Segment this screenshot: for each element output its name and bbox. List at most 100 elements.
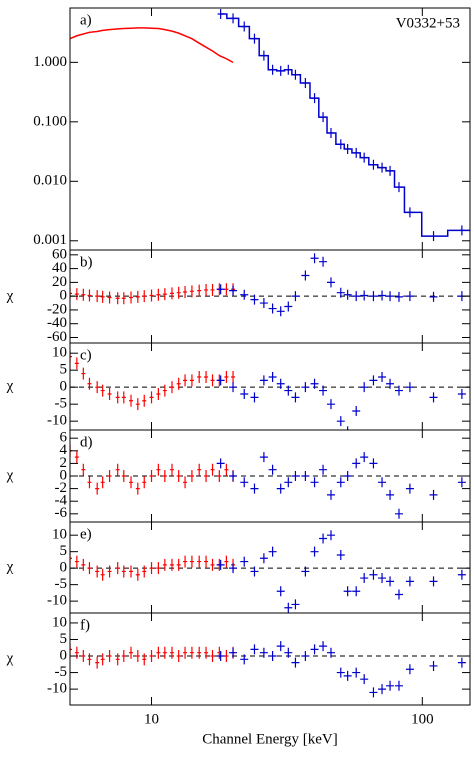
data-point <box>394 508 403 519</box>
data-point <box>162 470 167 482</box>
data-point <box>378 371 387 382</box>
data-point <box>277 65 284 76</box>
y-tick-label: -6 <box>55 505 68 521</box>
data-point <box>100 476 105 489</box>
data-point <box>204 555 209 568</box>
data-point <box>457 388 466 399</box>
data-point <box>386 489 395 500</box>
data-point <box>343 586 352 597</box>
data-point <box>250 392 259 403</box>
data-point <box>336 287 345 298</box>
data-point <box>336 667 345 678</box>
panel <box>70 9 470 242</box>
data-point <box>378 290 387 301</box>
y-tick-label: 20 <box>52 274 67 290</box>
data-point <box>107 470 112 482</box>
data-point <box>95 565 100 578</box>
panel <box>70 530 470 613</box>
data-point <box>121 292 126 305</box>
data-point <box>327 127 334 138</box>
data-point <box>276 306 285 317</box>
data-point <box>210 650 215 663</box>
y-tick-label: -10 <box>47 681 67 697</box>
data-point <box>319 641 328 652</box>
panel-label: e) <box>80 526 92 542</box>
data-point <box>70 643 72 656</box>
data-point <box>95 482 100 495</box>
data-point <box>204 646 209 659</box>
data-point <box>379 162 386 173</box>
data-point <box>276 483 285 494</box>
data-point <box>430 231 437 242</box>
data-point <box>176 470 181 482</box>
data-point <box>229 471 238 481</box>
data-point <box>135 568 140 581</box>
data-point <box>360 674 369 685</box>
data-point <box>343 670 352 681</box>
y-tick-label: -60 <box>47 329 67 345</box>
data-point <box>250 294 259 305</box>
data-point <box>204 283 209 296</box>
data-point <box>162 646 167 659</box>
data-point <box>95 290 100 303</box>
data-point <box>197 370 202 383</box>
data-point <box>319 256 328 267</box>
panel <box>70 641 470 698</box>
y-tick-label: 6 <box>60 430 68 446</box>
data-point <box>250 566 259 577</box>
data-point <box>197 646 202 659</box>
data-point <box>115 391 120 404</box>
data-point <box>210 463 215 476</box>
data-point <box>336 549 345 560</box>
data-point <box>378 684 387 695</box>
data-point <box>95 656 100 669</box>
data-point <box>156 562 161 575</box>
data-point <box>360 573 369 584</box>
data-point <box>142 394 147 407</box>
data-point <box>74 451 79 464</box>
data-point <box>360 452 369 463</box>
data-point <box>319 533 328 544</box>
data-point <box>142 653 147 666</box>
data-point <box>284 477 293 488</box>
data-point <box>387 165 394 176</box>
data-point <box>216 284 225 295</box>
data-point <box>87 562 92 575</box>
data-point <box>259 375 268 386</box>
data-point <box>183 646 188 659</box>
data-point <box>429 489 438 500</box>
data-point <box>361 152 368 163</box>
data-point <box>457 657 466 668</box>
data-point <box>276 378 285 389</box>
data-point <box>457 569 466 580</box>
y-tick-label: 10 <box>52 345 67 361</box>
y-tick-label: -20 <box>47 301 67 317</box>
model-step <box>220 13 470 237</box>
panel-label: c) <box>80 347 92 363</box>
y-tick-label: -4 <box>55 493 68 509</box>
data-point <box>217 470 222 482</box>
data-point <box>301 651 310 662</box>
data-point <box>310 644 319 655</box>
y-tick-label: -10 <box>47 413 67 429</box>
data-point <box>231 370 236 383</box>
data-point <box>81 650 86 663</box>
data-point <box>394 589 403 600</box>
data-point <box>100 653 105 666</box>
y-tick-label: 0 <box>60 560 68 576</box>
data-point <box>240 556 249 567</box>
data-point <box>129 394 134 407</box>
data-point <box>107 650 112 663</box>
data-point <box>394 291 403 302</box>
data-point <box>370 159 377 170</box>
y-tick-label: -5 <box>55 576 68 592</box>
data-point <box>115 562 120 575</box>
data-point <box>135 482 140 495</box>
data-point <box>197 463 202 476</box>
data-point <box>240 477 249 488</box>
data-point <box>149 650 154 663</box>
data-point <box>292 69 299 80</box>
data-point <box>229 285 238 296</box>
data-point <box>183 555 188 568</box>
